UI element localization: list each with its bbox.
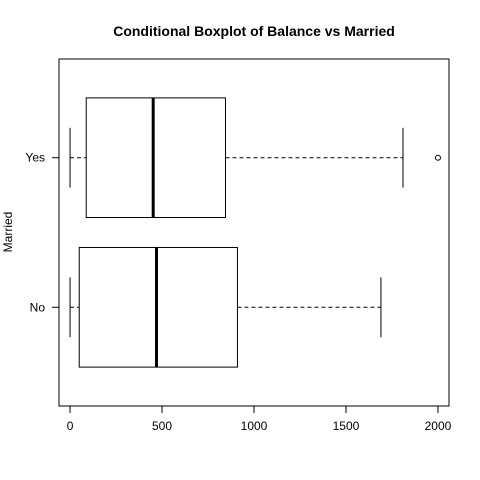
box-no xyxy=(69,246,382,368)
chart-title: Conditional Boxplot of Balance vs Marrie… xyxy=(113,23,395,39)
y-tick-label: No xyxy=(30,300,46,314)
x-axis: 0 500 1000 1500 2000 xyxy=(67,405,452,433)
outlier-point xyxy=(434,154,441,161)
y-axis-label: Married xyxy=(1,212,15,253)
boxes xyxy=(69,97,441,368)
iqr-box xyxy=(78,246,238,368)
x-tick-label: 0 xyxy=(67,419,74,433)
x-tick-label: 500 xyxy=(152,419,172,433)
y-axis: No Yes xyxy=(25,151,59,314)
x-tick-label: 1000 xyxy=(241,419,268,433)
x-tick-label: 1500 xyxy=(333,419,360,433)
x-tick-label: 2000 xyxy=(425,419,452,433)
y-tick-label: Yes xyxy=(25,151,45,165)
iqr-box xyxy=(85,97,226,219)
box-yes xyxy=(69,97,441,219)
